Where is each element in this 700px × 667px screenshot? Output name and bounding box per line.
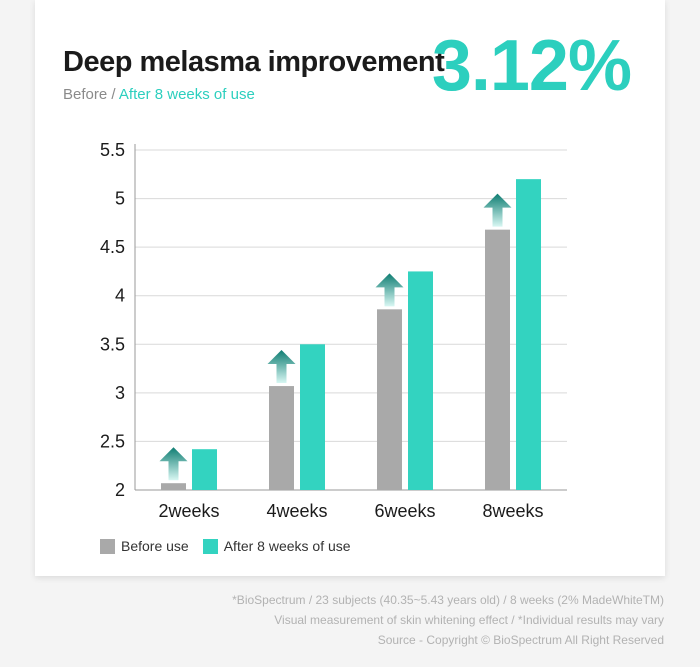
x-tick-label: 4weeks <box>266 501 327 521</box>
up-arrow-icon <box>375 273 404 307</box>
y-tick-label: 3.5 <box>100 334 125 354</box>
x-axis-labels: 2weeks 4weeks 6weeks 8weeks <box>158 501 543 521</box>
subtitle-separator: / <box>107 86 119 103</box>
arrows <box>159 193 512 481</box>
improvement-percent: 3.12% <box>431 26 632 106</box>
legend-swatch-after <box>202 538 218 554</box>
x-tick-label: 8weeks <box>482 501 543 521</box>
subtitle-after: After 8 weeks of use <box>118 86 255 103</box>
legend-label-after: After 8 weeks of use <box>223 538 351 554</box>
y-tick-label: 2.5 <box>100 431 125 451</box>
x-tick-label: 6weeks <box>374 501 435 521</box>
chart-card: Deep melasma improvement Before / After … <box>35 0 665 576</box>
y-tick-label: 4 <box>115 286 125 306</box>
bar-after-8weeks <box>516 179 541 490</box>
bars <box>161 179 541 490</box>
y-tick-label: 3 <box>115 383 125 403</box>
subtitle-before: Before <box>63 86 108 103</box>
up-arrow-icon <box>267 350 296 384</box>
bar-after-2weeks <box>192 449 217 490</box>
legend-item-after: After 8 weeks of use <box>202 538 351 554</box>
bar-before-2weeks <box>161 483 186 490</box>
legend-item-before: Before use <box>100 538 189 554</box>
footnote-line-3: Source - Copyright © BioSpectrum All Rig… <box>377 633 664 647</box>
y-axis-ticks: 2 2.5 3 3.5 4 4.5 5 5.5 <box>100 140 125 500</box>
bar-before-8weeks <box>485 229 510 490</box>
y-tick-label: 4.5 <box>100 237 125 257</box>
up-arrow-icon <box>159 447 188 481</box>
up-arrow-icon <box>483 193 512 227</box>
bar-before-4weeks <box>269 386 294 490</box>
legend-swatch-before <box>100 538 115 554</box>
bar-after-4weeks <box>300 344 325 490</box>
y-tick-label: 5.5 <box>100 140 125 160</box>
y-tick-label: 2 <box>115 480 125 500</box>
chart-title: Deep melasma improvement <box>63 46 445 78</box>
bar-after-6weeks <box>408 271 433 490</box>
y-tick-label: 5 <box>115 189 125 209</box>
legend-label-before: Before use <box>121 538 189 554</box>
x-tick-label: 2weeks <box>158 501 219 521</box>
footnote-line-2: Visual measurement of skin whitening eff… <box>274 613 664 627</box>
chart-legend: Before use After 8 weeks of use <box>100 538 365 554</box>
bar-before-6weeks <box>377 309 402 490</box>
chart-subtitle: Before / After 8 weeks of use <box>63 86 255 103</box>
footnotes: *BioSpectrum / 23 subjects (40.35~5.43 y… <box>232 590 664 650</box>
footnote-line-1: *BioSpectrum / 23 subjects (40.35~5.43 y… <box>232 593 664 607</box>
